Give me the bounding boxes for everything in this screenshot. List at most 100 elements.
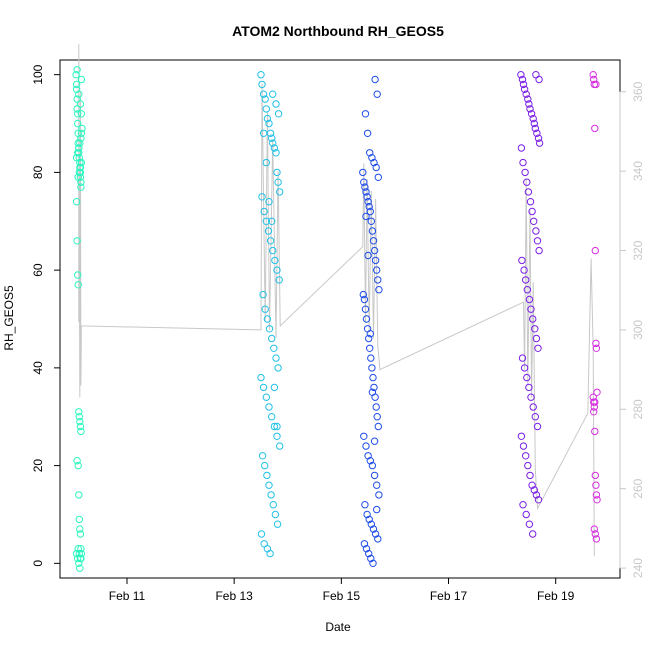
data-point <box>265 403 273 411</box>
data-point <box>524 188 533 196</box>
data-point <box>592 481 600 489</box>
data-point <box>265 325 274 333</box>
data-point <box>528 207 536 216</box>
data-point <box>367 554 375 563</box>
data-point <box>534 496 543 504</box>
data-point <box>77 183 85 191</box>
data-point <box>534 134 543 142</box>
data-point <box>258 452 267 460</box>
data-point <box>257 71 265 79</box>
data-point <box>76 564 84 572</box>
data-point <box>366 457 374 465</box>
data-point <box>519 158 527 167</box>
data-point <box>74 554 82 563</box>
data-point <box>73 237 81 245</box>
data-point <box>592 491 601 499</box>
data-point <box>258 193 266 201</box>
data-point <box>259 383 268 392</box>
chart-title: ATOM2 Northbound RH_GEOS5 <box>232 23 444 39</box>
data-point <box>527 110 536 118</box>
data-point <box>360 295 369 304</box>
data-point <box>364 452 372 460</box>
data-point <box>526 198 535 206</box>
data-point <box>592 80 600 89</box>
x-tick-label: Feb 13 <box>215 589 253 603</box>
data-point <box>72 154 81 162</box>
data-point <box>77 545 85 553</box>
y2-tick-label: 300 <box>631 320 645 340</box>
data-point <box>519 442 528 450</box>
data-point <box>371 393 379 401</box>
data-point <box>591 124 599 133</box>
data-point <box>75 408 83 416</box>
data-point <box>530 486 538 494</box>
secondary-series-line <box>78 44 595 557</box>
data-point <box>372 403 380 411</box>
data-point <box>369 373 377 382</box>
data-point <box>533 129 541 138</box>
data-point <box>262 393 270 401</box>
data-point <box>374 535 382 543</box>
data-point <box>269 246 277 255</box>
y2-tick-label: 280 <box>631 399 645 419</box>
points-layer <box>72 66 601 572</box>
data-point <box>374 173 382 182</box>
data-point <box>371 530 380 538</box>
data-point <box>263 114 272 123</box>
data-point <box>264 227 273 235</box>
data-point <box>76 422 85 431</box>
data-point <box>262 105 270 113</box>
x-axis: Feb 11 Feb 13 Feb 15 Feb 17 Feb 19 <box>109 578 575 603</box>
series-3 <box>359 75 383 567</box>
data-point <box>370 437 379 445</box>
data-point <box>591 427 599 436</box>
y-tick-label: 60 <box>31 263 45 277</box>
data-point <box>589 393 597 401</box>
y2-tick-label: 320 <box>631 240 645 260</box>
data-point <box>522 452 530 460</box>
data-point <box>73 105 81 113</box>
data-point <box>359 290 367 299</box>
data-point <box>74 119 82 128</box>
data-point <box>362 315 371 323</box>
data-point <box>373 266 381 274</box>
data-point <box>590 75 598 84</box>
data-point <box>76 163 85 172</box>
data-point <box>261 461 269 470</box>
x-axis-label: Date <box>325 620 351 634</box>
data-point <box>591 246 599 255</box>
data-point <box>363 193 371 201</box>
data-point <box>374 276 382 284</box>
data-point <box>273 432 281 440</box>
data-point <box>530 119 538 128</box>
data-point <box>361 305 370 313</box>
series-2 <box>257 71 284 558</box>
data-point <box>263 315 272 323</box>
data-point <box>369 559 377 567</box>
data-point <box>273 422 281 431</box>
data-point <box>272 354 280 362</box>
data-point <box>366 149 374 157</box>
data-point <box>530 217 538 226</box>
data-point <box>375 491 383 499</box>
data-point <box>77 158 86 167</box>
data-point <box>526 105 534 113</box>
data-point <box>362 545 371 553</box>
data-point <box>370 246 379 255</box>
data-point <box>373 90 381 98</box>
data-point <box>72 71 80 79</box>
data-point <box>518 256 526 265</box>
data-point <box>72 549 81 558</box>
y-axis-label: RH_GEOS5 <box>2 285 16 351</box>
data-point <box>372 163 380 172</box>
data-point <box>269 501 277 509</box>
data-point <box>77 110 86 118</box>
data-point <box>262 217 270 226</box>
data-point <box>366 330 374 338</box>
data-point <box>517 144 526 152</box>
data-point <box>362 212 370 221</box>
y2-tick-label: 240 <box>631 558 645 578</box>
data-point <box>266 129 275 138</box>
data-point <box>259 290 267 299</box>
data-point <box>591 398 599 406</box>
